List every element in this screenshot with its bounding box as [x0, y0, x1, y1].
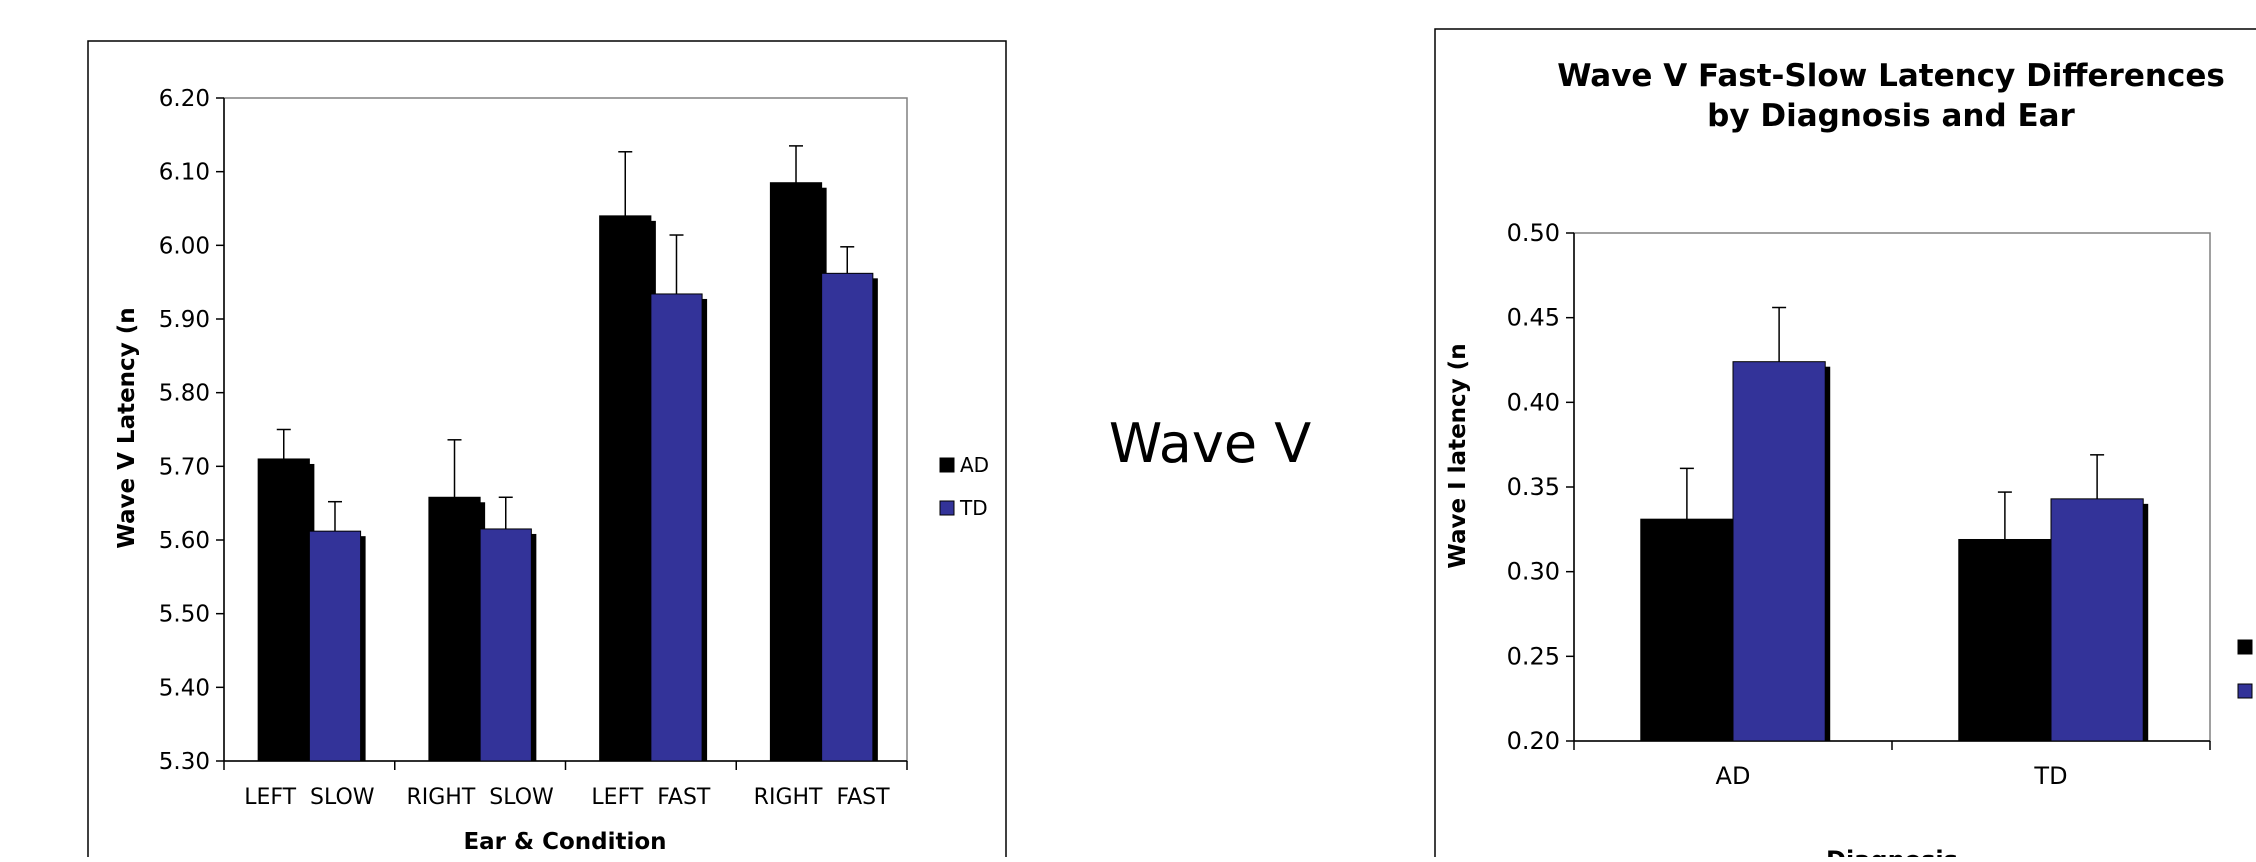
right-y-tick-label: 0.40: [1507, 388, 1560, 416]
left-legend-swatch-td: [939, 500, 955, 516]
left-bar-series2: [479, 528, 532, 762]
right-legend-swatch-1: [2237, 639, 2253, 655]
right-bar-series2: [1732, 361, 1826, 742]
left-legend-swatch-ad: [939, 457, 955, 473]
right-legend-swatch-2: [2237, 683, 2253, 699]
left-y-tick-label: 6.10: [159, 160, 210, 186]
left-y-tick-label: 6.00: [159, 233, 210, 259]
left-legend: AD TD: [939, 453, 989, 520]
right-bar-series1: [1958, 538, 2052, 742]
right-y-tick-label: 0.25: [1507, 642, 1560, 670]
left-y-tick-label: 5.30: [159, 749, 210, 775]
left-x-tick-label: RIGHT FAST: [754, 785, 890, 810]
left-legend-label-td: TD: [959, 496, 988, 520]
right-bar-series2: [2050, 498, 2144, 742]
right-x-tick-label: TD: [2033, 762, 2067, 790]
left-y-tick-label: 5.80: [159, 381, 210, 407]
left-legend-label-ad: AD: [960, 453, 989, 477]
right-chart-title: Wave V Fast-Slow Latency Differences: [1557, 58, 2225, 94]
left-y-axis-title: Wave V Latency (n: [114, 307, 140, 548]
right-y-tick-label: 0.20: [1507, 727, 1560, 755]
right-y-tick-label: 0.30: [1507, 558, 1560, 586]
left-bar-series1: [428, 496, 481, 762]
left-bar-series1: [769, 182, 823, 762]
left-y-tick-label: 5.60: [159, 528, 210, 554]
right-y-axis: 0.20 0.25 0.30 0.35 0.40 0.45 0.50: [1507, 219, 1575, 755]
left-bar-series1: [599, 215, 652, 762]
right-bar-series1: [1640, 518, 1734, 742]
right-y-tick-label: 0.35: [1507, 473, 1560, 501]
right-bars: [1640, 306, 2149, 742]
wave-v-label: Wave V: [1109, 412, 1311, 475]
left-y-tick-label: 6.20: [159, 86, 210, 112]
right-legend: [2237, 639, 2253, 699]
right-chart-subtitle: by Diagnosis and Ear: [1707, 98, 2075, 134]
right-x-tick-label: AD: [1716, 762, 1751, 790]
left-y-tick-label: 5.90: [159, 307, 210, 333]
left-bar-series2: [650, 293, 703, 762]
left-bar-series1: [257, 458, 310, 762]
right-chart: Wave V Fast-Slow Latency Differences by …: [1434, 28, 2256, 862]
right-x-axis-title: Diagnosis: [1826, 846, 1958, 857]
right-y-tick-label: 0.45: [1507, 304, 1560, 332]
left-x-tick-label: LEFT SLOW: [244, 785, 375, 810]
left-bar-series2: [821, 272, 874, 762]
left-bar-series2: [308, 530, 362, 762]
left-bars: [257, 145, 878, 762]
right-y-tick-label: 0.50: [1507, 219, 1560, 247]
left-chart: 5.30 5.40 5.50 5.60 5.70 5.80 5.90 6.00 6.10 6.20…: [87, 40, 1007, 862]
right-y-axis-title: Wave I latency (n: [1445, 343, 1471, 568]
left-y-tick-label: 5.50: [159, 602, 210, 628]
left-x-tick-label: RIGHT SLOW: [406, 785, 554, 810]
left-y-tick-label: 5.70: [159, 454, 210, 480]
left-y-tick-label: 5.40: [159, 675, 210, 701]
left-x-axis-title: Ear & Condition: [463, 829, 666, 855]
left-y-axis: 5.30 5.40 5.50 5.60 5.70 5.80 5.90 6.00 6.10 6.20: [159, 86, 225, 775]
left-x-tick-label: LEFT FAST: [591, 785, 710, 810]
